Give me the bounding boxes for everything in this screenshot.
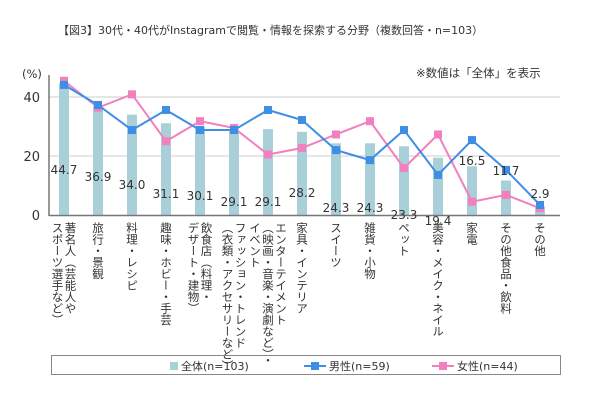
- marker-male: [60, 80, 68, 89]
- marker-male: [502, 165, 510, 174]
- y-tick-labels: 0 20 40 (%): [22, 67, 42, 224]
- marker-female: [264, 150, 272, 159]
- x-tick-label: ファッション・トレンド: [234, 222, 248, 349]
- marker-male: [400, 126, 408, 135]
- data-labels: 44.7 36.9 34.0 31.1 30.1 29.1 29.1 28.2 24.3 24.3…: [51, 154, 550, 228]
- marker-male: [468, 136, 476, 145]
- bar: [59, 83, 69, 215]
- marker-female: [332, 130, 340, 139]
- marker-male: [366, 156, 374, 165]
- legend-label-male: 男性(n=59): [329, 360, 390, 373]
- legend-pink-line-marker-icon: [432, 361, 454, 371]
- marker-female: [434, 130, 442, 139]
- marker-female: [196, 117, 204, 126]
- marker-female: [400, 164, 408, 173]
- data-label: 30.1: [187, 189, 214, 203]
- data-label: 36.9: [85, 170, 112, 184]
- x-tick-label: その他: [533, 222, 547, 257]
- y-tick-label: 40: [23, 91, 40, 106]
- marker-male: [298, 116, 306, 125]
- data-label: 16.5: [459, 154, 486, 168]
- bar: [331, 143, 341, 215]
- y-tick-label: 20: [23, 150, 40, 165]
- marker-female: [162, 137, 170, 146]
- line-series: [60, 76, 544, 213]
- chart-title: 【図3】30代・40代がInstagramで閲覧・情報を探索する分野（複数回答・…: [58, 24, 484, 37]
- bar: [161, 123, 171, 215]
- marker-male: [536, 200, 544, 209]
- axes: [48, 75, 560, 217]
- data-label: 23.3: [391, 208, 418, 222]
- bar: [297, 131, 307, 215]
- data-label: 24.3: [357, 201, 384, 215]
- x-tick-label: 家電: [465, 221, 479, 245]
- bar: [399, 146, 409, 215]
- legend: 全体(n=103) 男性(n=59) 女性(n=44): [51, 355, 561, 375]
- x-tick-label: その他食品・飲料: [499, 222, 513, 315]
- bar: [365, 143, 375, 215]
- marker-male: [230, 126, 238, 135]
- bar: [467, 166, 477, 215]
- bar: [263, 129, 273, 215]
- x-tick-label: スポーツ選手など）: [51, 222, 65, 326]
- x-tick-label: スイーツ: [329, 222, 343, 268]
- x-tick-label: （映画・音楽・演劇など）・: [261, 222, 275, 366]
- marker-female: [366, 117, 374, 126]
- marker-male: [264, 105, 272, 114]
- x-tick-label: （衣類・アクセサリーなど）: [221, 222, 235, 372]
- x-tick-label: 趣味・ホビー・手芸: [159, 221, 173, 326]
- marker-female: [128, 90, 136, 99]
- bar: [433, 157, 443, 215]
- data-label: 28.2: [289, 186, 316, 200]
- legend-item-female: 女性(n=44): [432, 358, 518, 374]
- bar: [93, 106, 103, 215]
- marker-male: [434, 170, 442, 179]
- bar: [195, 126, 205, 215]
- data-label: 34.0: [119, 178, 146, 192]
- data-label: 29.1: [255, 195, 282, 209]
- x-tick-label: 旅行・景観: [91, 221, 105, 279]
- y-tick-label: 0: [32, 209, 40, 224]
- marker-male: [128, 126, 136, 135]
- x-tick-label: デザート・建物）: [187, 221, 201, 314]
- x-tick-label: ペット: [397, 222, 411, 257]
- legend-item-all: 全体(n=103): [170, 358, 249, 374]
- legend-blue-line-marker-icon: [304, 361, 326, 371]
- x-tick-label: 料理・レシピ: [125, 221, 139, 291]
- data-label: 31.1: [153, 187, 180, 201]
- x-tick-label: 美容・メイク・ネイル: [431, 221, 445, 337]
- x-tick-label: イベント: [248, 222, 262, 268]
- marker-female: [298, 144, 306, 153]
- legend-label-female: 女性(n=44): [457, 360, 518, 373]
- bar: [229, 129, 239, 215]
- x-tick-label: 著名人（芸能人や: [64, 221, 78, 314]
- bar: [127, 114, 137, 215]
- data-label: 29.1: [221, 195, 248, 209]
- marker-male: [196, 126, 204, 135]
- marker-female: [60, 76, 68, 85]
- x-tick-label: 雑貨・小物: [363, 221, 377, 279]
- x-tick-label: 飲食店（料理・: [200, 221, 214, 302]
- data-label: 19.4: [425, 214, 452, 228]
- data-label: 2.9: [530, 187, 549, 201]
- legend-item-male: 男性(n=59): [304, 358, 390, 374]
- legend-bar-swatch-icon: [170, 362, 178, 370]
- marker-female: [502, 190, 510, 199]
- marker-male: [162, 105, 170, 114]
- marker-female: [468, 197, 476, 206]
- data-label: 44.7: [51, 163, 78, 177]
- data-label: 24.3: [323, 201, 350, 215]
- y-axis-label: (%): [22, 67, 42, 81]
- legend-label-all: 全体(n=103): [181, 360, 249, 373]
- x-tick-label: エンターテイメント: [274, 222, 288, 326]
- data-label: 11.7: [493, 164, 520, 178]
- x-tick-label: 家具・インテリア: [295, 221, 309, 314]
- marker-male: [94, 100, 102, 109]
- chart-note: ※数値は「全体」を表示: [416, 66, 541, 80]
- marker-male: [332, 146, 340, 155]
